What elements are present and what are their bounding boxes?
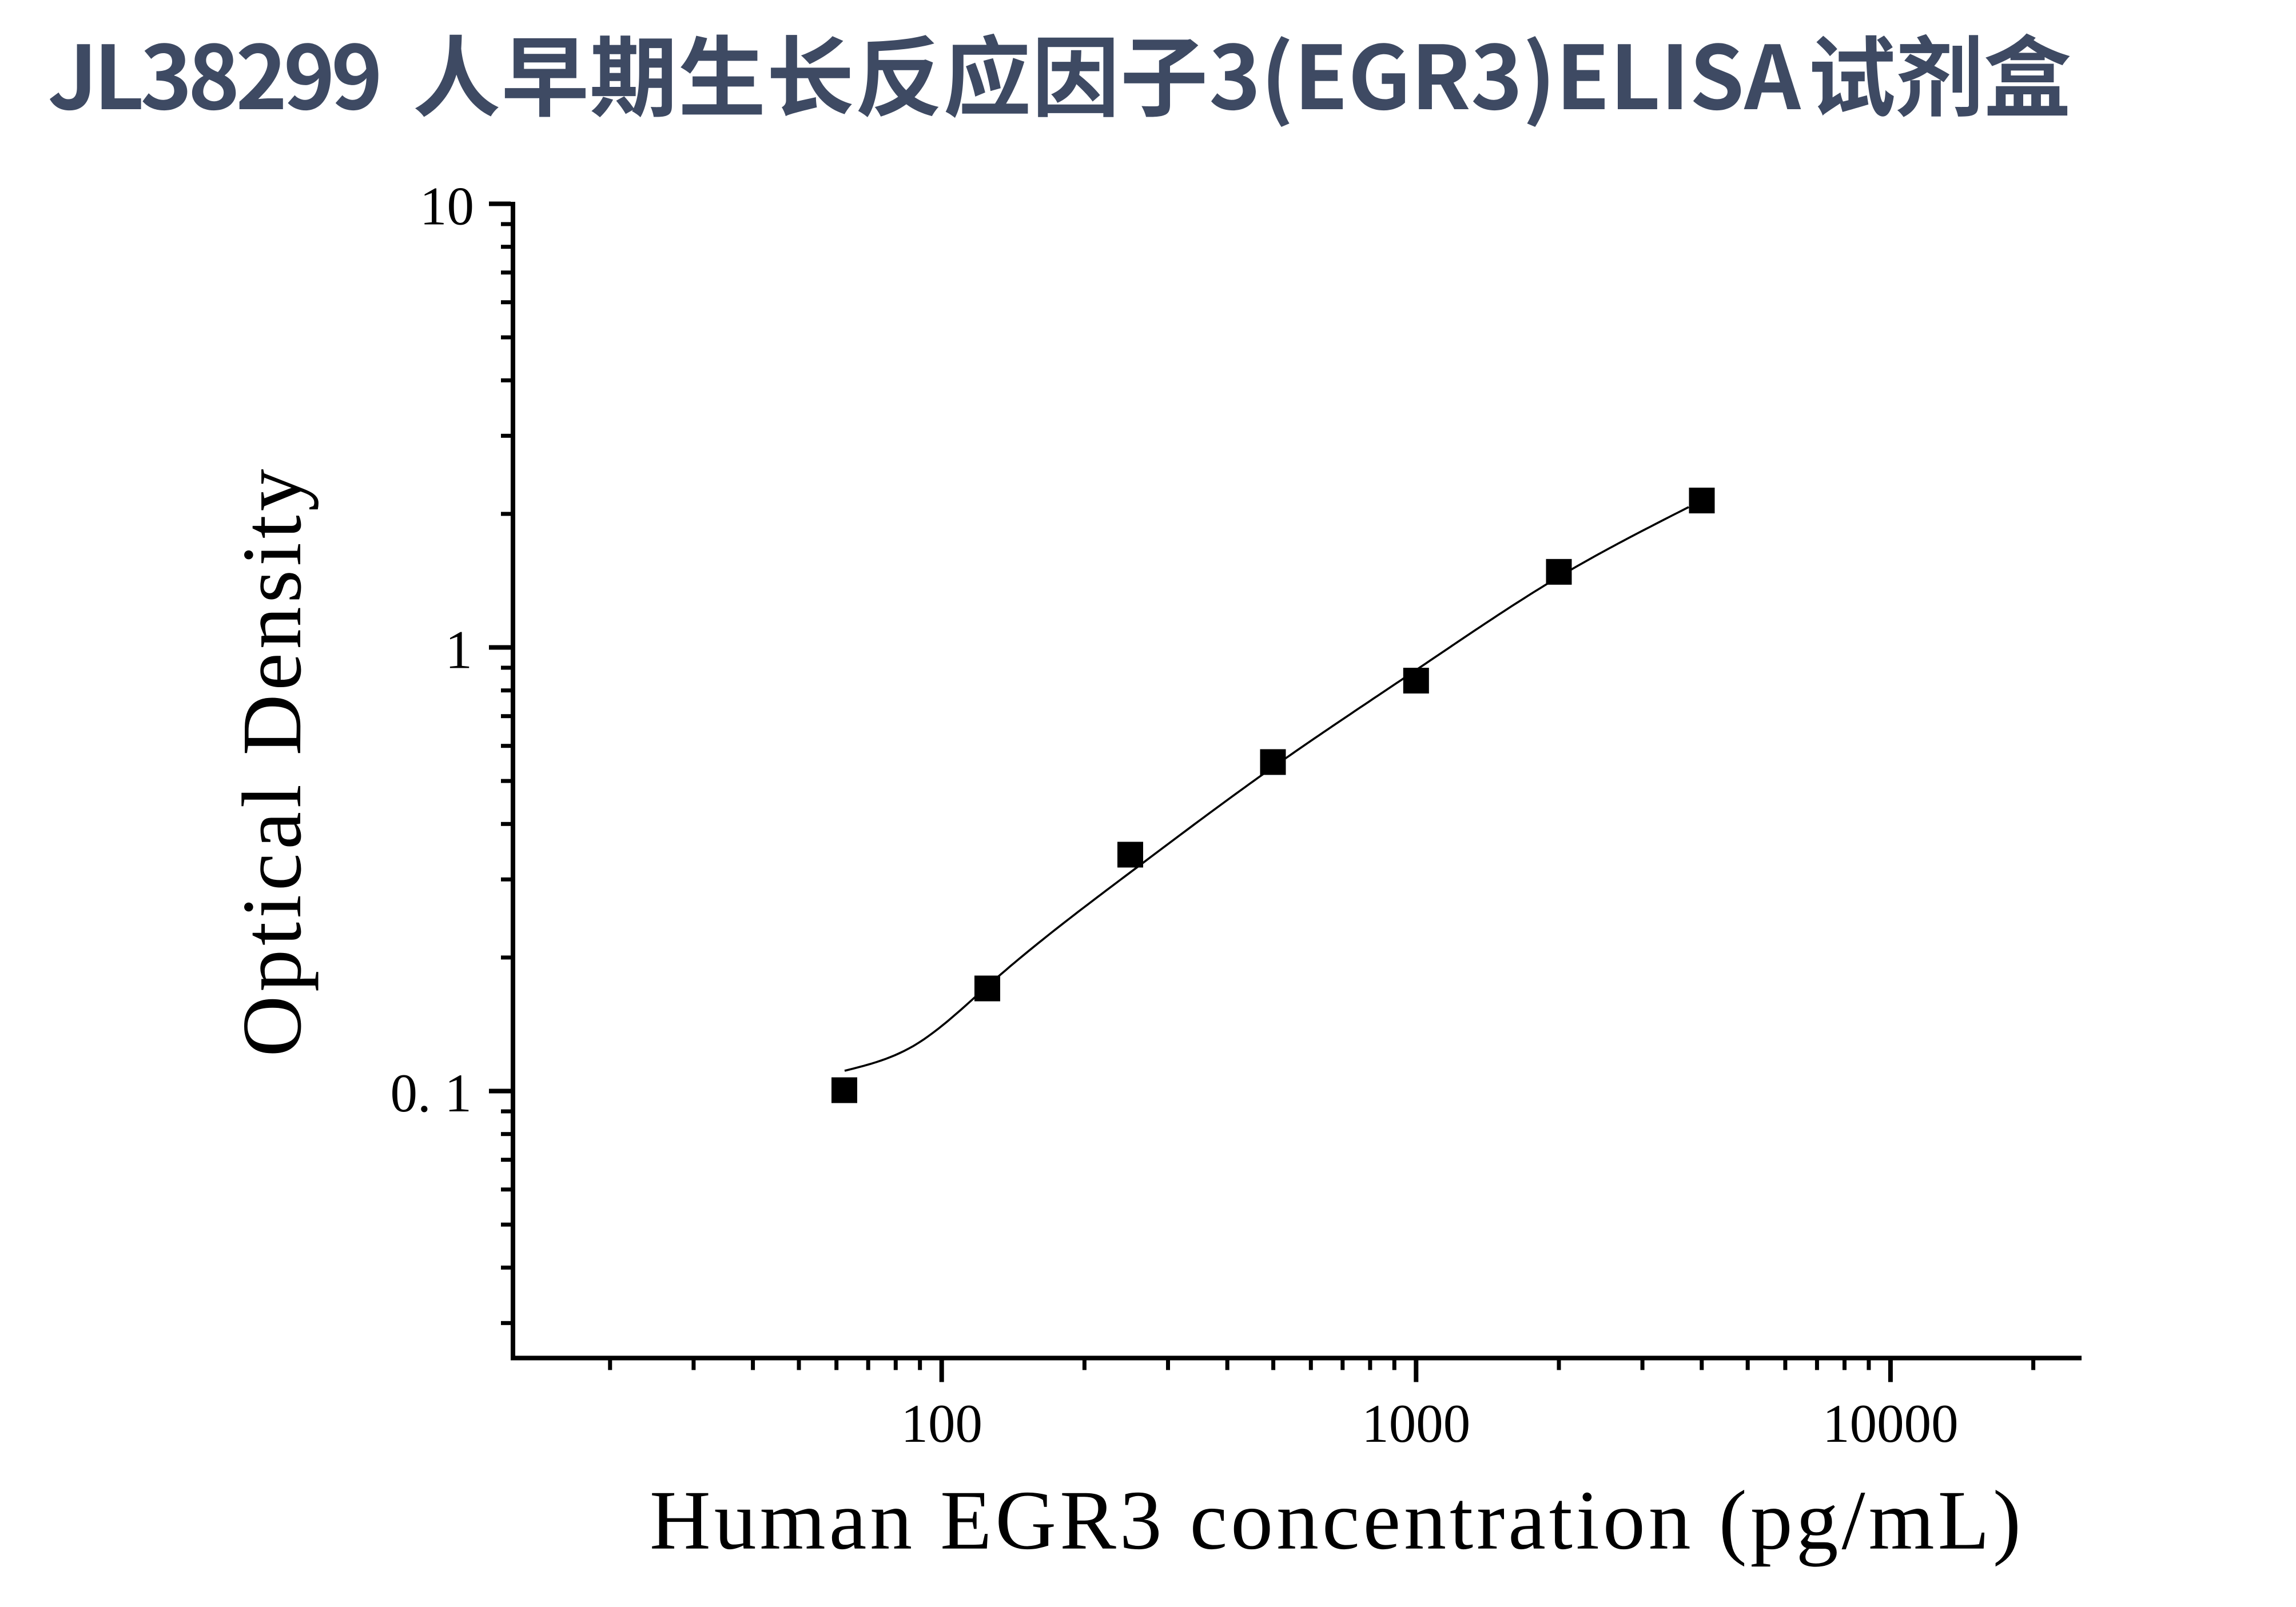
svg-text:10000: 10000: [1823, 1393, 1959, 1454]
svg-text:Optical Density: Optical Density: [225, 465, 319, 1056]
svg-text:0. 1: 0. 1: [391, 1063, 472, 1123]
svg-text:10: 10: [420, 176, 474, 237]
svg-text:100: 100: [901, 1393, 982, 1454]
svg-text:1000: 1000: [1362, 1393, 1470, 1454]
svg-text:1: 1: [445, 620, 473, 680]
svg-text:Human EGR3 concentration (pg/m: Human EGR3 concentration (pg/mL): [650, 1474, 2024, 1568]
